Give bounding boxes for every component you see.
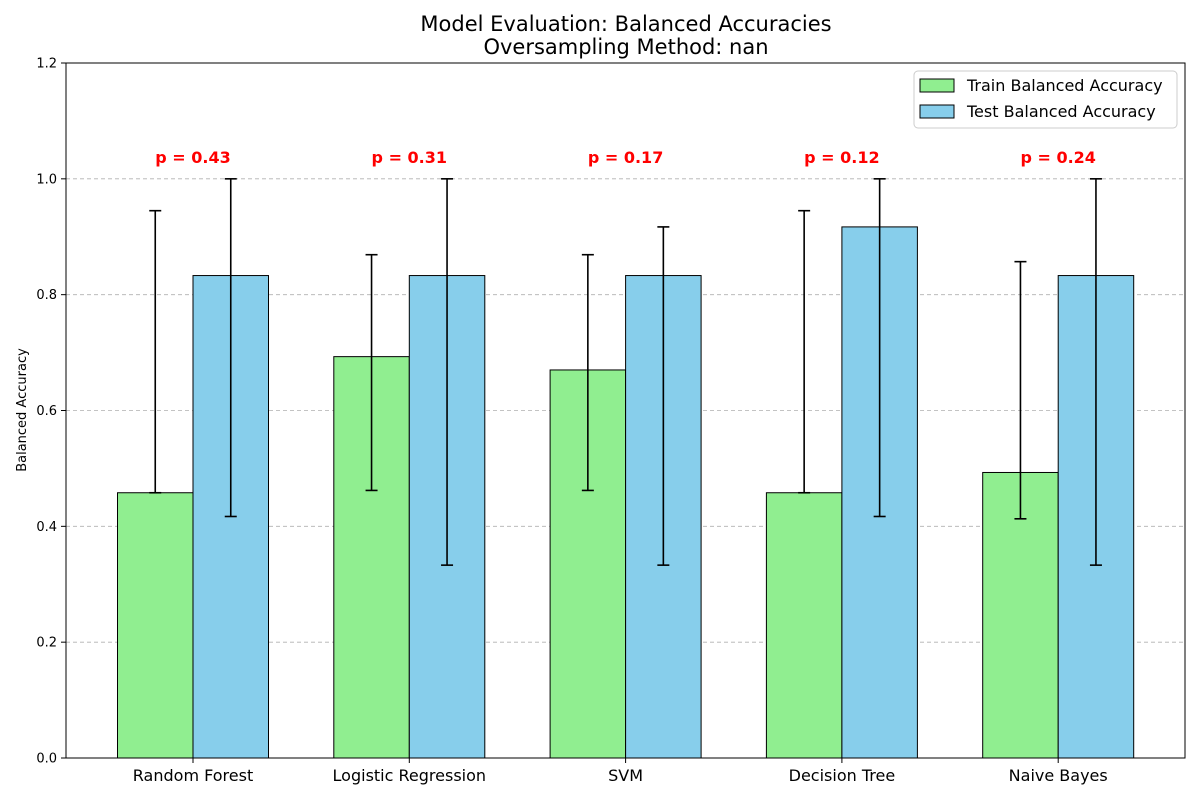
y-tick-label: 1.0 [36,172,57,187]
y-tick-label: 0.6 [36,404,57,419]
legend-box [913,70,1178,129]
p-value-label: p = 0.12 [804,148,879,167]
p-value-label: p = 0.17 [588,148,663,167]
legend-swatch-test [919,104,955,119]
x-tick-label: Decision Tree [789,766,896,785]
x-tick-label: Logistic Regression [333,766,486,785]
chart-subtitle: Oversampling Method: nan [483,35,768,59]
bars [117,226,1135,759]
x-tick-label: Naive Bayes [1009,766,1108,785]
p-value-label: p = 0.24 [1020,148,1095,167]
y-axis-label: Balanced Accuracy [15,348,30,472]
x-tick-label: Random Forest [133,766,253,785]
chart-title: Model Evaluation: Balanced Accuracies [420,12,831,36]
train-bar [765,492,843,759]
y-tick-label: 0.0 [36,752,57,767]
p-value-label: p = 0.31 [372,148,447,167]
axes: 0.0 0.2 0.4 0.6 0.8 1.0 1.2 Random Forest Logist… [36,57,1186,785]
x-tick-label: SVM [608,766,643,785]
y-tick-label: 1.2 [36,57,57,72]
legend-swatch-train [919,78,955,93]
legend: Train Balanced Accuracy Test Balanced Acc… [913,70,1178,129]
p-value-annotations: p = 0.43 p = 0.31 p = 0.17 p = 0.12 p = 0.24 [155,148,1096,167]
train-bar [117,492,194,759]
y-tick-label: 0.2 [36,636,57,651]
legend-label-test: Test Balanced Accuracy [966,102,1156,121]
p-value-label: p = 0.43 [155,148,230,167]
y-tick-label: 0.4 [36,520,57,535]
legend-label-train: Train Balanced Accuracy [966,76,1163,95]
error-bars [149,178,1102,566]
y-tick-label: 0.8 [36,288,57,303]
plot-frame [65,62,1186,759]
train-bar [982,471,1059,759]
